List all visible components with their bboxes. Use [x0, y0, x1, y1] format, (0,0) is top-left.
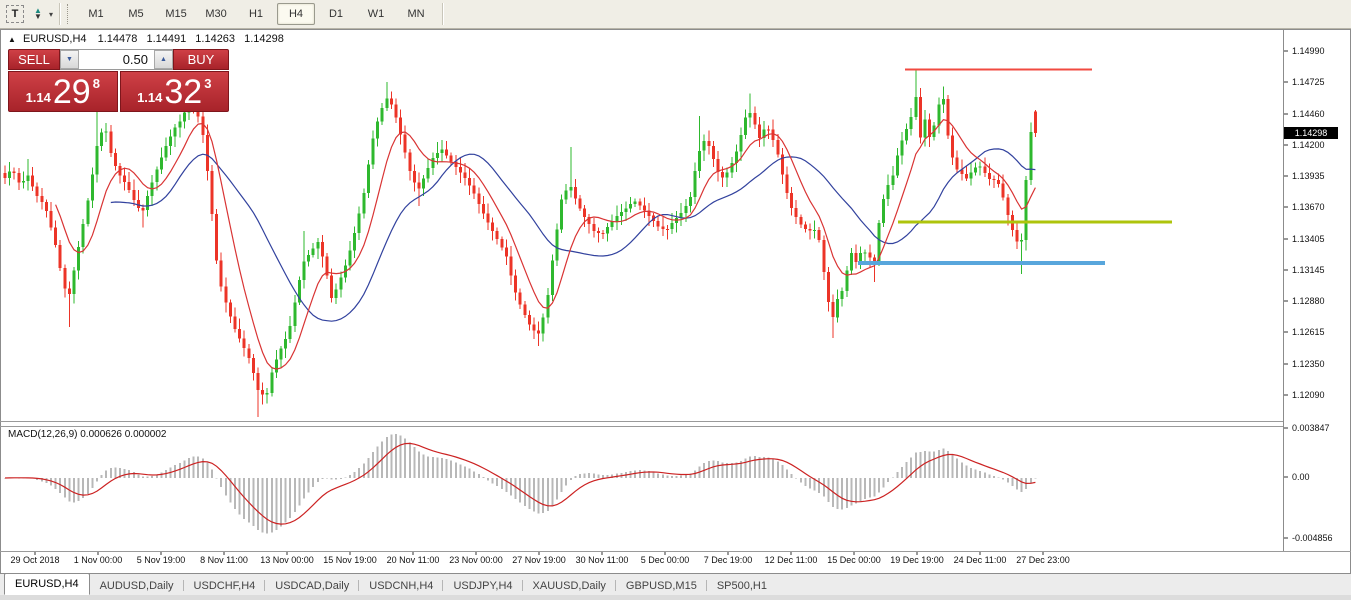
quote-low: 1.14263: [195, 33, 236, 45]
time-tick-label: 1 Nov 00:00: [73, 555, 123, 565]
chart-tab-usdcad[interactable]: USDCAD,Daily: [265, 576, 360, 595]
chart-tab-usdchf[interactable]: USDCHF,H4: [184, 576, 266, 595]
chart-tab-audusd[interactable]: AUDUSD,Daily: [90, 576, 184, 595]
time-axis[interactable]: 29 Oct 2018 1 Nov 00:00 5 Nov 19:00 8 Nov 1…: [0, 555, 1351, 569]
buy-price-big: 32: [164, 72, 203, 111]
ma-fast-line: [55, 119, 1036, 370]
chart-symbol-label: EURUSD,H4: [22, 33, 87, 45]
price-tick: 1.13670: [1292, 202, 1325, 213]
time-tick-label: 15 Dec 00:00: [827, 555, 881, 565]
time-tick-label: 23 Nov 00:00: [449, 555, 503, 565]
price-tick: 1.13935: [1292, 171, 1325, 182]
timeframe-button-m1[interactable]: M1: [88, 8, 104, 20]
time-tick-label: 19 Dec 19:00: [890, 555, 944, 565]
time-tick-label: 27 Nov 19:00: [512, 555, 566, 565]
collapse-triangle-icon[interactable]: ▲: [8, 35, 16, 44]
time-tick-label: 7 Dec 19:00: [703, 555, 753, 565]
price-tick: 1.14200: [1292, 139, 1325, 150]
sell-price-pip: 8: [92, 76, 100, 91]
sell-price-button[interactable]: 1.14 29 8: [8, 71, 118, 112]
volume-decrease-button[interactable]: ▼: [60, 50, 79, 69]
buy-price-prefix: 1.14: [137, 90, 163, 105]
toolbar: T ▲ ▼ ▾ M1 M5 M15 M30 H1 H4 D1 W1 MN: [0, 0, 1351, 29]
price-tick: 1.13405: [1292, 233, 1325, 244]
toolbar-separator: [442, 3, 445, 25]
price-tick: 1.14725: [1292, 77, 1325, 88]
price-tick: 1.12880: [1292, 296, 1325, 307]
volume-box: ▼ 0.50 ▲: [60, 49, 173, 70]
macd-signal-line: [4, 442, 1036, 525]
timeframe-button-h4[interactable]: H4: [277, 3, 316, 25]
time-tick-label: 5 Nov 19:00: [136, 555, 186, 565]
macd-histogram: [4, 434, 1037, 534]
price-axis-border: [1283, 30, 1284, 551]
sell-button[interactable]: SELL: [8, 49, 60, 70]
time-axis-border: [0, 551, 1351, 552]
time-tick-label: 15 Nov 19:00: [323, 555, 377, 565]
current-price-box: 1.14298: [1284, 127, 1338, 139]
status-strip: [0, 595, 1351, 600]
candles-layer: [3, 68, 1037, 418]
panel-splitter[interactable]: [0, 421, 1283, 422]
macd-axis-top: 0.003847: [1292, 423, 1330, 433]
toolbar-separator: [59, 3, 62, 25]
axis-ticks: [34, 50, 1288, 555]
time-tick-label: 30 Nov 11:00: [575, 555, 629, 565]
price-tick: 1.13145: [1292, 264, 1325, 275]
quote-close: 1.14298: [244, 33, 284, 45]
chart-tab-gbpusd[interactable]: GBPUSD,M15: [616, 576, 707, 595]
quote-line: ▲ EURUSD,H4 1.14478 1.14491 1.14263 1.14…: [8, 33, 290, 45]
timeframe-button-m5[interactable]: M5: [128, 8, 144, 20]
time-tick-label: 29 Oct 2018: [10, 555, 60, 565]
timeframe-button-group: M1 M5 M15 M30 H1 H4 D1 W1 MN: [76, 3, 436, 25]
volume-input[interactable]: 0.50: [122, 52, 148, 67]
price-tick: 1.14990: [1292, 46, 1325, 56]
time-tick-label: 20 Nov 11:00: [386, 555, 440, 565]
timeframe-button-w1[interactable]: W1: [367, 8, 385, 20]
panel-splitter[interactable]: [0, 426, 1283, 427]
timeframe-button-d1[interactable]: D1: [328, 8, 344, 20]
ma-slow-line: [110, 148, 1036, 322]
time-tick-label: 24 Dec 11:00: [953, 555, 1007, 565]
buy-button[interactable]: BUY: [173, 49, 229, 70]
sell-price-prefix: 1.14: [25, 90, 51, 105]
chart-tab-eurusd[interactable]: EURUSD,H4: [4, 573, 90, 595]
dropdown-caret-icon[interactable]: ▾: [49, 9, 54, 19]
chart-tab-bar: EURUSD,H4 AUDUSD,Daily USDCHF,H4 USDCAD,Dai…: [0, 573, 1351, 595]
text-tool-icon[interactable]: T: [6, 5, 24, 23]
timeframe-button-m30[interactable]: M30: [205, 8, 227, 20]
chart-tab-usdcnh[interactable]: USDCNH,H4: [359, 576, 444, 595]
toolbar-grip[interactable]: [67, 4, 72, 24]
timeframe-button-m15[interactable]: M15: [165, 8, 187, 20]
time-tick-label: 5 Dec 00:00: [640, 555, 690, 565]
macd-indicator-label: MACD(12,26,9) 0.000626 0.000002: [8, 429, 167, 440]
chart-tab-xauusd[interactable]: XAUUSD,Daily: [523, 576, 617, 595]
time-tick-label: 13 Nov 00:00: [260, 555, 314, 565]
macd-axis-bottom: -0.004856: [1292, 533, 1333, 543]
timeframe-button-h1[interactable]: H1: [248, 8, 264, 20]
price-tick: 1.12090: [1292, 389, 1325, 400]
time-tick-label: 27 Dec 23:00: [1016, 555, 1070, 565]
price-axis[interactable]: 1.14990 1.14725 1.14460 1.14200 1.13935 1.136…: [1284, 30, 1350, 551]
quote-open: 1.14478: [97, 33, 138, 45]
quote-high: 1.14491: [146, 33, 187, 45]
chart-tab-usdjpy[interactable]: USDJPY,H4: [443, 576, 523, 595]
price-tick: 1.12615: [1292, 327, 1325, 338]
price-tick: 1.12350: [1292, 358, 1325, 369]
sell-price-big: 29: [52, 72, 91, 111]
buy-price-button[interactable]: 1.14 32 3: [119, 71, 229, 112]
macd-axis-zero: 0.00: [1292, 472, 1310, 482]
cycle-arrows-icon[interactable]: ▲ ▼: [34, 6, 42, 21]
buy-price-pip: 3: [204, 76, 212, 91]
timeframe-button-mn[interactable]: MN: [407, 8, 425, 20]
time-tick-label: 12 Dec 11:00: [764, 555, 818, 565]
time-tick-label: 8 Nov 11:00: [200, 555, 248, 565]
price-tick: 1.14460: [1292, 108, 1325, 119]
volume-increase-button[interactable]: ▲: [154, 50, 173, 69]
chart-tab-sp500[interactable]: SP500,H1: [716, 579, 767, 592]
one-click-trading-panel: SELL ▼ 0.50 ▲ BUY 1.14 29 8 1.14 32 3: [8, 49, 229, 112]
